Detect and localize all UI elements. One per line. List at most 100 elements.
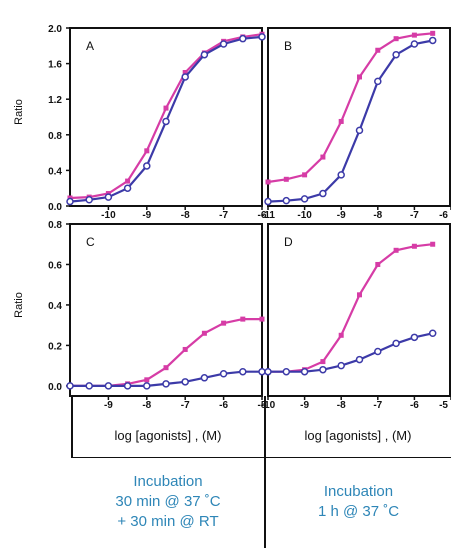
panel-a-xtick-label: -10	[101, 210, 116, 221]
panel-b-series-1-point	[265, 179, 271, 185]
panel-d-series-1-point	[393, 247, 399, 253]
panel-b-series-2-point	[392, 50, 400, 59]
panel-b-frame	[267, 27, 451, 207]
panel-c-series-2-point	[219, 369, 228, 378]
panel-a-ytick-label: 0.8	[48, 131, 62, 142]
panel-c-series-1-point	[259, 316, 265, 322]
panel-c-xtick-label: -6	[219, 400, 228, 411]
panel-d-series-2-point	[355, 355, 364, 364]
panel-d-series-2-point	[410, 333, 419, 342]
panel-c-series-1-point	[163, 365, 169, 371]
panel-c-ytick-label: 0.4	[48, 301, 62, 312]
panel-a-series-1-point	[163, 105, 169, 111]
panel-b-series-1-point	[357, 74, 362, 80]
panel-c-xtick-label: -5	[258, 400, 267, 411]
panel-a-ytick-label: 0.4	[48, 166, 62, 177]
panel-b-series-1-point	[302, 172, 308, 178]
panel-d-xtick-label: -5	[439, 400, 448, 411]
panel-b-series-2-point	[337, 171, 345, 179]
panel-b-series-2-point	[410, 40, 419, 48]
panel-b-label: B	[284, 39, 292, 53]
panel-b-series-2-point	[282, 196, 291, 205]
panel-b-series-1-point	[320, 154, 326, 160]
panel-a-label: A	[86, 39, 94, 53]
panel-b-series-1-point	[375, 47, 381, 53]
panel-c-xtick-label: -8	[142, 400, 151, 411]
panel-c-series-2-point	[123, 382, 132, 390]
x-axis-label-left: log [agonists] , (M)	[115, 428, 222, 443]
panel-d-series-2-point	[374, 347, 382, 356]
panel-c-series-1-point	[182, 346, 188, 352]
panel-b-xtick-label: -9	[337, 210, 346, 221]
panel-c-series-2-point	[143, 382, 151, 390]
panel-c-label: C	[86, 235, 95, 249]
panel-b-xtick-label: -11	[261, 210, 275, 221]
panel-d-series-2-point	[264, 367, 272, 376]
panel-d-series-1-point	[411, 243, 417, 249]
panel-d-series-2-point	[282, 367, 291, 376]
panel-a-series-2-point	[258, 33, 266, 41]
panel-c-ytick-label: 0.2	[48, 341, 62, 352]
panel-a-series-1-line	[69, 33, 263, 200]
panel-d-series-2-point	[319, 365, 327, 374]
panel-c-series-1-line	[70, 318, 262, 387]
panel-c-series-1-point	[201, 330, 207, 336]
panel-d-xtick-label: -7	[373, 400, 382, 411]
y-axis-label-top: Ratio	[13, 99, 25, 125]
y-axis-label-bottom: Ratio	[13, 292, 25, 318]
panel-d-series-1-point	[338, 332, 344, 338]
condition-right: Incubation 1 h @ 37 ˚C	[266, 458, 451, 546]
condition-left-line-2: 30 min @ 37 ˚C	[115, 493, 221, 510]
panel-a-series-2-point	[219, 40, 228, 48]
panel-b-series-1-point	[338, 118, 344, 124]
panel-d-xtick-label: -9	[300, 400, 309, 411]
panel-a-series-2-point	[104, 193, 113, 201]
panel-c-series-2-point	[181, 378, 189, 386]
panel-a-xtick-label: -7	[219, 210, 228, 221]
panel-a-series-1-point	[144, 148, 150, 154]
panel-b-series-2-point	[264, 197, 272, 206]
panel-a-ytick-label: 1.2	[48, 95, 62, 106]
panel-d-series-2-point	[428, 329, 437, 338]
panel-d-label: D	[284, 235, 293, 249]
panel-a-series-2-point	[239, 34, 247, 43]
panel-c-series-1-point	[144, 377, 150, 383]
panel-b-xtick-label: -10	[297, 210, 312, 221]
condition-right-line-2: 1 h @ 37 ˚C	[317, 503, 400, 520]
panel-b-series-2-point	[300, 195, 309, 203]
condition-left-line-1: Incubation	[133, 473, 203, 490]
panel-a-series-2-point	[66, 197, 74, 206]
panel-b-series-2-point	[319, 189, 327, 198]
panel-a-ytick-label: 1.6	[48, 60, 62, 71]
panel-d-series-1-point	[320, 359, 326, 365]
panel-d-xtick-label: -8	[337, 400, 346, 411]
panel-a-series-1-point	[125, 178, 131, 184]
panel-d-series-2-line	[268, 332, 433, 373]
panel-d-series-1-point	[357, 292, 362, 298]
panel-d-series-1-point	[375, 261, 381, 267]
panel-c-frame	[69, 223, 263, 397]
panel-b-series-1-point	[283, 176, 289, 182]
panel-a-series-2-point	[200, 50, 209, 59]
panel-a-series-2-point	[143, 162, 151, 170]
panel-a-series-2-point	[181, 73, 189, 81]
panel-a-series-2-point	[162, 117, 170, 126]
panel-a-xtick-label: -6	[258, 210, 267, 221]
panel-d-frame	[267, 223, 451, 397]
panel-a-xtick-label: -8	[181, 210, 190, 221]
panel-b-series-2-point	[428, 36, 437, 45]
panel-c-ytick-label: 0.8	[48, 220, 62, 231]
panel-b-series-1-line	[267, 32, 433, 184]
panel-d-series-2-point	[337, 361, 345, 370]
panel-a-frame	[69, 27, 263, 207]
panel-c-xtick-label: -7	[181, 400, 190, 411]
condition-right-line-1: Incubation	[323, 483, 394, 500]
panel-c-series-2-point	[85, 382, 93, 390]
panel-d-series-2-point	[300, 367, 309, 376]
panel-c-series-2-point	[104, 382, 113, 390]
panel-c-ytick-label: 0.0	[48, 382, 62, 393]
panel-a-series-1-point	[182, 70, 188, 75]
panel-c-series-1-point	[221, 320, 227, 326]
panel-b-series-1-point	[430, 30, 436, 36]
panel-b-series-2-point	[355, 126, 364, 135]
